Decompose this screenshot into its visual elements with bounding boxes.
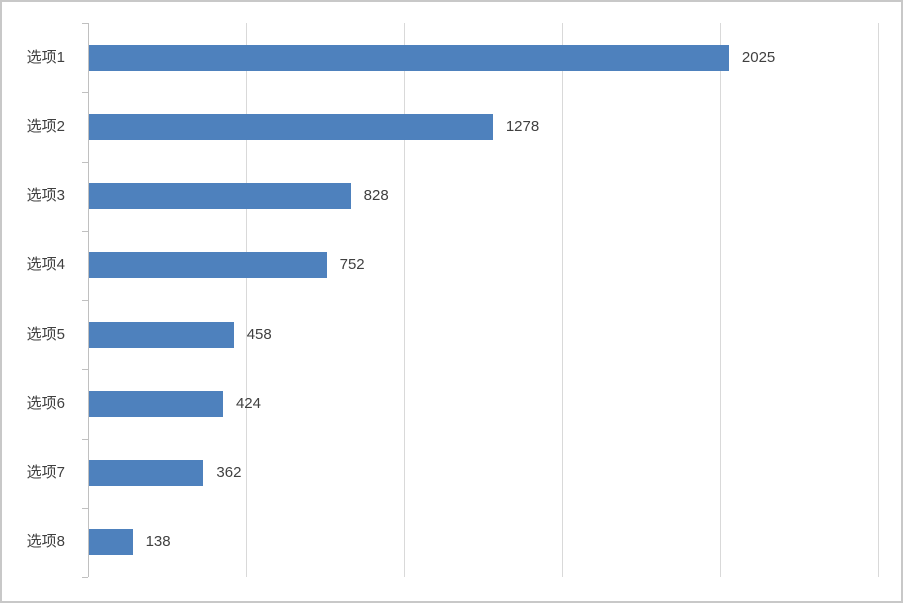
category-label: 选项1 (26, 48, 65, 66)
axis-tick (82, 300, 88, 301)
value-label: 424 (235, 394, 261, 412)
value-label: 1278 (505, 117, 540, 135)
bar (89, 321, 234, 348)
value-label: 362 (216, 464, 242, 482)
bar (89, 460, 204, 487)
y-axis-line (88, 23, 89, 577)
category-label: 选项7 (26, 464, 65, 482)
value-label: 752 (339, 256, 365, 274)
category-label: 选项3 (26, 187, 65, 205)
value-label: 138 (145, 533, 171, 551)
axis-tick (82, 507, 88, 509)
bar (89, 44, 729, 71)
category-label: 选项8 (26, 533, 65, 551)
category-label: 选项5 (26, 325, 65, 343)
axis-tick (82, 23, 88, 24)
gridline (562, 23, 563, 577)
bar (89, 529, 133, 556)
category-label: 选项6 (26, 394, 65, 412)
axis-tick (82, 92, 88, 94)
bar (89, 252, 327, 279)
axis-tick (82, 161, 88, 163)
category-label: 选项2 (26, 117, 65, 135)
bar (89, 113, 493, 140)
category-label: 选项4 (26, 256, 65, 274)
value-label: 458 (246, 325, 272, 343)
gridline (720, 23, 721, 577)
axis-tick (82, 369, 88, 371)
gridline (404, 23, 405, 577)
axis-tick (82, 230, 88, 232)
bar (89, 390, 223, 417)
gridline (878, 23, 879, 577)
gridline (246, 23, 247, 577)
axis-tick (82, 438, 88, 440)
bar (89, 183, 351, 210)
axis-tick (82, 577, 88, 578)
value-label: 2025 (741, 48, 776, 66)
value-label: 828 (363, 187, 389, 205)
